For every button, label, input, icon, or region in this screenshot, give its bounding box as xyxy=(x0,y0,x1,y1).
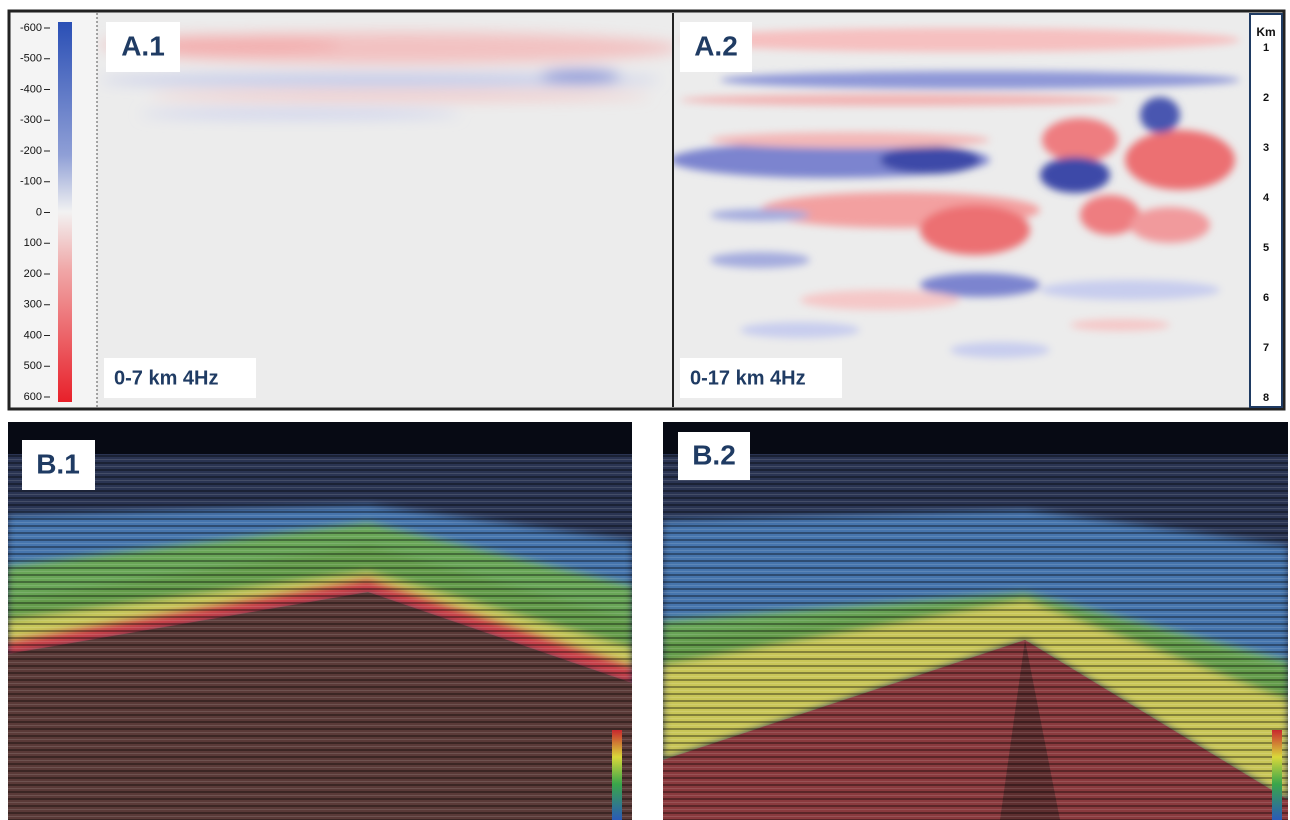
colorbar-tick-label: 300 xyxy=(24,299,42,311)
colorbar-tick-label: -200 xyxy=(20,145,42,157)
panel-caption: 0-17 km 4Hz xyxy=(690,367,806,389)
seismic-image xyxy=(663,422,1288,820)
depth-tick-label: 7 xyxy=(1263,342,1269,354)
colorbar xyxy=(58,22,72,402)
panel-label: A.1 xyxy=(121,30,165,61)
depth-tick-label: 5 xyxy=(1263,242,1269,254)
colorbar-tick-label: 600 xyxy=(24,391,42,403)
colorbar-tick-label: 400 xyxy=(24,329,42,341)
colorbar-tick-label: -300 xyxy=(20,114,42,126)
depth-tick-label: 2 xyxy=(1263,92,1269,104)
colorbar-panel xyxy=(11,13,97,407)
figure: A.1 A.2 0-7 km 4Hz 0-17 km 4Hz Km B.1 B.… xyxy=(0,0,1290,820)
colorbar-tick-label: -100 xyxy=(20,176,42,188)
depth-unit: Km xyxy=(1256,25,1275,39)
depth-tick-label: 1 xyxy=(1263,42,1269,54)
depth-tick-label: 6 xyxy=(1263,292,1269,304)
colorbar-tick-label: -500 xyxy=(20,53,42,65)
colorbar-tick-label: -400 xyxy=(20,83,42,95)
seismic-image xyxy=(8,422,632,820)
panel-label: B.2 xyxy=(692,439,736,470)
panel-caption: 0-7 km 4Hz xyxy=(114,367,219,389)
depth-tick-label: 3 xyxy=(1263,142,1269,154)
depth-tick-label: 8 xyxy=(1263,392,1269,404)
colorbar-tick-label: 0 xyxy=(36,206,42,218)
colorbar-tick-label: 200 xyxy=(24,268,42,280)
panel-label: A.2 xyxy=(694,30,738,61)
colorbar-tick-label: -600 xyxy=(20,22,42,34)
colorbar-tick-label: 500 xyxy=(24,360,42,372)
colorbar-tick-label: 100 xyxy=(24,237,42,249)
panel-label: B.1 xyxy=(36,448,80,479)
depth-tick-label: 4 xyxy=(1263,192,1270,204)
